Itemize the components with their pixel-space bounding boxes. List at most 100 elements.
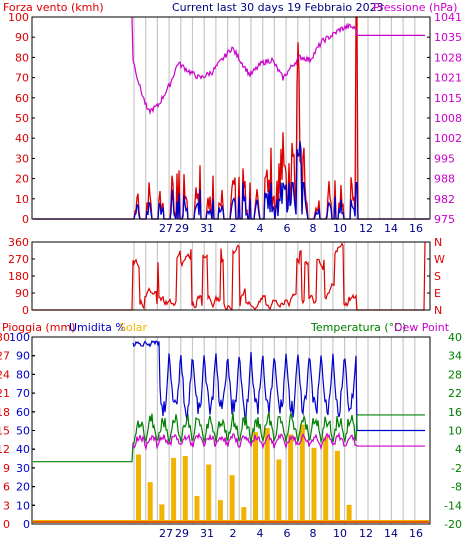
direction-tick-label: 180 bbox=[8, 270, 29, 283]
solar-bar bbox=[299, 424, 305, 522]
x-tick-label: 31 bbox=[200, 222, 214, 235]
x-tick-label: 8 bbox=[310, 527, 317, 540]
x-tick-label: 6 bbox=[284, 222, 291, 235]
x-tick-label: 16 bbox=[409, 222, 423, 235]
wind-tick-label: 100 bbox=[8, 11, 29, 24]
solar-bar bbox=[334, 450, 340, 522]
wind-tick-label: 80 bbox=[15, 51, 29, 64]
temperature-tick-label: -8 bbox=[451, 481, 462, 494]
rain-tick-label: 21 bbox=[0, 387, 10, 400]
compass-tick-label: W bbox=[434, 253, 445, 266]
rain-tick-label: 27 bbox=[0, 350, 10, 363]
pressure-tick-label: 1035 bbox=[434, 31, 462, 44]
temperature-tick-label: 22 bbox=[448, 387, 462, 400]
solar-bar bbox=[147, 482, 153, 522]
pressure-tick-label: 988 bbox=[434, 173, 455, 186]
x-tick-label: 14 bbox=[384, 527, 398, 540]
humidity-tick-label: 0 bbox=[23, 518, 30, 531]
solar-bar bbox=[323, 436, 329, 522]
direction-tick-label: 360 bbox=[8, 236, 29, 249]
solar-bar bbox=[346, 504, 352, 522]
solar-bar bbox=[136, 454, 141, 522]
compass-tick-label: N bbox=[434, 304, 442, 317]
wind-tick-label: 20 bbox=[15, 173, 29, 186]
x-tick-label: 31 bbox=[200, 527, 214, 540]
chart-title: Current last 30 days 19 Febbraio 2023 bbox=[172, 1, 384, 14]
temperature-tick-label: -14 bbox=[444, 499, 462, 512]
dew-point-series bbox=[132, 431, 425, 451]
pressure-tick-label: 975 bbox=[434, 213, 455, 226]
direction-tick-label: 270 bbox=[8, 253, 29, 266]
pressure-tick-label: 1041 bbox=[434, 11, 462, 24]
humidity-tick-label: 50 bbox=[16, 425, 30, 438]
pressure-tick-label: 995 bbox=[434, 152, 455, 165]
wind-tick-label: 60 bbox=[15, 92, 29, 105]
solar-bar bbox=[253, 432, 258, 522]
rain-tick-label: 9 bbox=[3, 462, 10, 475]
rain-axis-title: Pioggia (mm) bbox=[2, 321, 75, 334]
wind-tick-label: 70 bbox=[15, 72, 29, 85]
pressure-series bbox=[131, 16, 425, 116]
pressure-axis-title: Pressione (hPa) bbox=[373, 1, 457, 14]
temperature-tick-label: 40 bbox=[448, 331, 462, 344]
temperature-tick-label: 10 bbox=[448, 425, 462, 438]
x-tick-label: 14 bbox=[384, 222, 398, 235]
x-tick-label: 2 bbox=[230, 222, 237, 235]
humidity-tick-label: 10 bbox=[16, 499, 30, 512]
temperature-series bbox=[33, 412, 425, 463]
solar-bar bbox=[276, 459, 282, 522]
temperature-tick-label: 28 bbox=[448, 368, 462, 381]
x-tick-label: 8 bbox=[310, 222, 317, 235]
humidity-tick-label: 60 bbox=[16, 406, 30, 419]
solar-axis-title: Solar bbox=[119, 321, 148, 334]
rain-tick-label: 12 bbox=[0, 443, 10, 456]
solar-bar bbox=[241, 507, 247, 522]
solar-bar bbox=[311, 447, 317, 522]
wind-tick-label: 50 bbox=[15, 112, 29, 125]
x-tick-label: 6 bbox=[284, 527, 291, 540]
wind-tick-label: 40 bbox=[15, 132, 29, 145]
solar-bar bbox=[159, 504, 165, 522]
x-tick-label: 4 bbox=[257, 527, 264, 540]
temperature-tick-label: 16 bbox=[448, 406, 462, 419]
wind-axis-title: Forza vento (kmh) bbox=[3, 1, 104, 14]
solar-bar bbox=[217, 500, 223, 522]
pressure-tick-label: 1008 bbox=[434, 112, 462, 125]
wind-direction-series bbox=[33, 241, 426, 311]
x-tick-label: 10 bbox=[333, 527, 347, 540]
rain-tick-label: 24 bbox=[0, 368, 10, 381]
solar-bar bbox=[229, 475, 235, 522]
humidity-tick-label: 40 bbox=[16, 443, 30, 456]
solar-bar bbox=[264, 427, 270, 522]
compass-tick-label: N bbox=[434, 236, 442, 249]
compass-tick-label: S bbox=[434, 270, 441, 283]
x-tick-label: 27 bbox=[159, 222, 173, 235]
humidity-tick-label: 20 bbox=[16, 481, 30, 494]
x-tick-label: 16 bbox=[409, 527, 423, 540]
panel-wind-pressure bbox=[32, 17, 430, 219]
pressure-tick-label: 1021 bbox=[434, 72, 462, 85]
rain-tick-label: 30 bbox=[0, 331, 10, 344]
temperature-tick-label: -2 bbox=[451, 462, 462, 475]
temperature-tick-label: 4 bbox=[455, 443, 462, 456]
compass-tick-label: E bbox=[434, 287, 441, 300]
pressure-tick-label: 1028 bbox=[434, 51, 462, 64]
x-tick-label: 12 bbox=[359, 222, 373, 235]
pressure-tick-label: 1015 bbox=[434, 92, 462, 105]
wind-tick-label: 90 bbox=[15, 31, 29, 44]
solar-bar bbox=[182, 456, 188, 522]
humidity-tick-label: 90 bbox=[16, 350, 30, 363]
temperature-tick-label: 34 bbox=[448, 350, 462, 363]
x-tick-label: 2 bbox=[230, 527, 237, 540]
wind-tick-label: 30 bbox=[15, 152, 29, 165]
wind-tick-label: 0 bbox=[22, 213, 29, 226]
solar-bar bbox=[206, 464, 212, 522]
rain-tick-label: 18 bbox=[0, 406, 10, 419]
humidity-axis-title: Umidita % bbox=[69, 321, 126, 334]
pressure-tick-label: 982 bbox=[434, 193, 455, 206]
wind-tick-label: 10 bbox=[15, 193, 29, 206]
panel-direction bbox=[32, 242, 430, 310]
direction-tick-label: 90 bbox=[15, 287, 29, 300]
rain-tick-label: 15 bbox=[0, 425, 10, 438]
